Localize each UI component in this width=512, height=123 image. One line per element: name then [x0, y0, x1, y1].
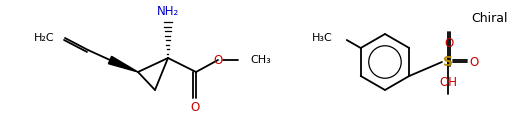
Text: H₂C: H₂C: [34, 33, 55, 43]
Text: O: O: [190, 101, 200, 114]
Text: H₃C: H₃C: [312, 33, 333, 43]
Polygon shape: [109, 56, 138, 72]
Text: NH₂: NH₂: [157, 5, 179, 18]
Text: Chiral: Chiral: [472, 12, 508, 25]
Text: O: O: [470, 56, 479, 69]
Text: CH₃: CH₃: [250, 55, 271, 65]
Text: OH: OH: [439, 76, 457, 89]
Text: O: O: [214, 54, 223, 67]
Text: O: O: [444, 37, 454, 50]
Text: S: S: [443, 55, 453, 69]
